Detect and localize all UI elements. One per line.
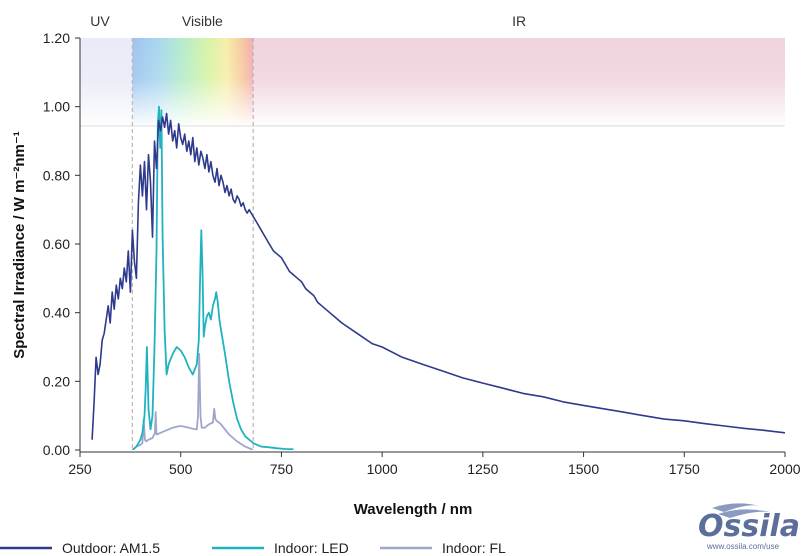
band-visible xyxy=(132,38,254,126)
legend-item-indoor-fl: Indoor: FL xyxy=(380,540,506,556)
series-line-indoor-led xyxy=(131,105,294,450)
y-tick-label: 0.60 xyxy=(43,236,70,252)
legend: Outdoor: AM1.5 Indoor: LED Indoor: FL xyxy=(0,540,506,556)
band-ir xyxy=(253,38,785,126)
x-tick-label: 1500 xyxy=(568,461,599,477)
x-tick-label: 1000 xyxy=(367,461,398,477)
spectral-region-bands xyxy=(80,38,785,126)
y-tick-label: 0.40 xyxy=(43,305,70,321)
region-label-uv: UV xyxy=(90,13,110,29)
band-uv xyxy=(80,38,133,126)
logo-text: Ossila xyxy=(698,509,800,544)
legend-label: Indoor: FL xyxy=(442,540,506,556)
x-tick-label: 500 xyxy=(169,461,193,477)
series-line-indoor-fl xyxy=(131,352,254,450)
x-axis-ticks: 250 500 750 1000 1250 1500 1750 2000 xyxy=(68,452,801,477)
series-line-outdoor-am15 xyxy=(91,112,785,440)
ossila-logo: Ossila www.ossila.com/use xyxy=(698,503,800,551)
x-tick-label: 750 xyxy=(270,461,294,477)
y-tick-label: 0.20 xyxy=(43,373,70,389)
x-tick-label: 2000 xyxy=(769,461,800,477)
legend-item-indoor-led: Indoor: LED xyxy=(212,540,349,556)
series-layer xyxy=(91,105,785,450)
legend-item-outdoor-am15: Outdoor: AM1.5 xyxy=(0,540,160,556)
region-label-ir: IR xyxy=(512,13,526,29)
y-axis-ticks: 0.00 0.20 0.40 0.60 0.80 1.00 1.20 xyxy=(43,30,80,458)
legend-label: Indoor: LED xyxy=(274,540,349,556)
y-tick-label: 1.00 xyxy=(43,99,70,115)
region-label-visible: Visible xyxy=(182,13,223,29)
logo-url: www.ossila.com/use xyxy=(706,542,780,551)
logo-wave-icon xyxy=(712,503,770,518)
x-tick-label: 1750 xyxy=(669,461,700,477)
legend-label: Outdoor: AM1.5 xyxy=(62,540,160,556)
y-tick-label: 1.20 xyxy=(43,30,70,46)
y-tick-label: 0.80 xyxy=(43,167,70,183)
x-tick-label: 1250 xyxy=(467,461,498,477)
x-axis-title: Wavelength / nm xyxy=(354,501,473,518)
x-tick-label: 250 xyxy=(68,461,92,477)
y-tick-label: 0.00 xyxy=(43,442,70,458)
y-axis-title: Spectral Irradiance / W m⁻²nm⁻¹ xyxy=(11,131,28,359)
